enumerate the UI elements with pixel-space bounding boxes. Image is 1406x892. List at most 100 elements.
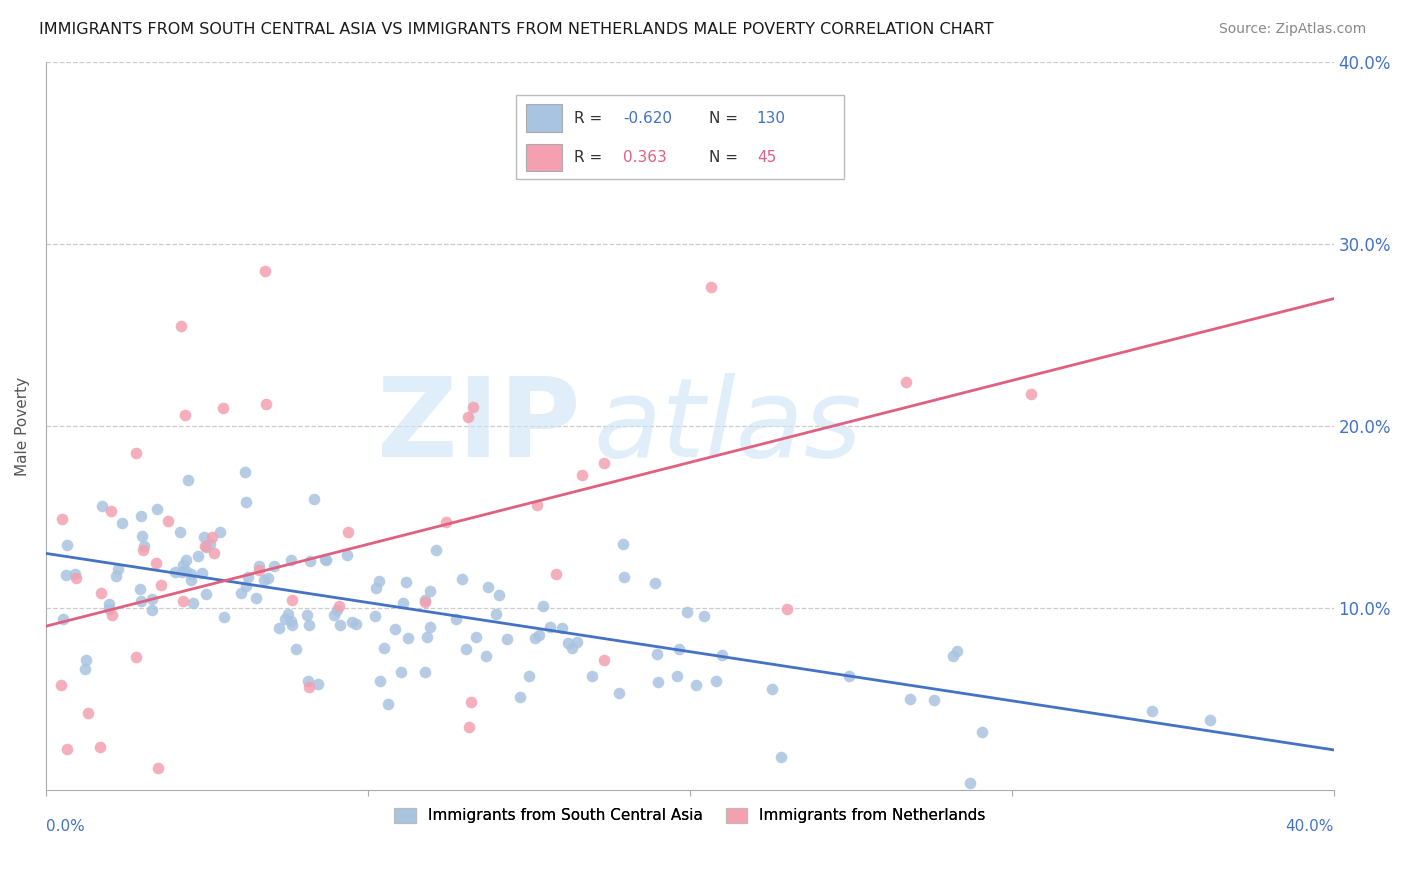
Point [304,492,326,507]
Point [90,585,112,599]
Point [193,530,215,544]
Text: ZIP: ZIP [377,373,581,480]
Point [675,606,697,620]
Point [946,644,969,658]
Point [145,502,167,516]
Point [100,504,122,518]
Point [51,512,73,526]
Point [557,636,579,650]
Text: IMMIGRANTS FROM SOUTH CENTRAL ASIA VS IMMIGRANTS FROM NETHERLANDS MALE POVERTY C: IMMIGRANTS FROM SOUTH CENTRAL ASIA VS IM… [39,22,994,37]
Point [607,686,630,700]
Text: N =: N = [709,150,742,165]
Point [485,607,508,621]
Point [922,692,945,706]
Point [533,599,555,613]
Point [194,587,217,601]
Point [315,552,337,566]
Point [460,695,482,709]
Point [972,724,994,739]
Point [645,647,668,661]
Point [191,566,214,581]
Point [344,617,367,632]
Point [434,515,457,529]
Text: -0.620: -0.620 [623,111,672,126]
Point [277,607,299,622]
Point [98,601,121,615]
Point [141,591,163,606]
Text: 0.363: 0.363 [623,150,666,165]
Point [685,678,707,692]
FancyBboxPatch shape [526,144,562,171]
Point [1021,387,1043,401]
Point [247,559,270,574]
Point [174,564,197,578]
Point [509,690,531,704]
Point [170,565,193,579]
Point [247,563,270,577]
Point [419,583,441,598]
Point [959,776,981,790]
Point [298,617,321,632]
Point [454,642,477,657]
Point [647,674,669,689]
Point [425,542,447,557]
Text: 130: 130 [756,111,786,126]
FancyBboxPatch shape [516,95,845,178]
Point [236,570,259,584]
Point [475,648,498,663]
Point [75,653,97,667]
Point [172,594,194,608]
Point [322,607,344,622]
Point [298,554,321,568]
Point [202,545,225,559]
Point [526,498,548,512]
Point [389,665,412,679]
Text: 0.0%: 0.0% [46,819,84,834]
Point [280,553,302,567]
Point [212,609,235,624]
Text: Source: ZipAtlas.com: Source: ZipAtlas.com [1219,22,1367,37]
Point [581,669,603,683]
Text: R =: R = [574,150,607,165]
Point [284,642,307,657]
Point [128,582,150,596]
Point [101,607,124,622]
Point [125,650,148,665]
Point [170,318,193,333]
Point [233,465,256,479]
Point [145,557,167,571]
Point [465,631,488,645]
Point [245,591,267,606]
Point [458,720,481,734]
Legend: Immigrants from South Central Asia, Immigrants from Netherlands: Immigrants from South Central Asia, Immi… [388,802,991,830]
Point [838,669,860,683]
Point [111,516,134,530]
Point [326,603,349,617]
Point [267,621,290,635]
Point [413,665,436,680]
Point [413,593,436,607]
Point [174,553,197,567]
Point [644,576,666,591]
Point [73,662,96,676]
Y-axis label: Male Poverty: Male Poverty [15,376,30,475]
Point [229,585,252,599]
Point [146,761,169,775]
Point [942,648,965,663]
Point [280,615,302,629]
Point [769,750,792,764]
Point [181,596,204,610]
Point [700,280,723,294]
Point [51,678,73,692]
Point [52,612,75,626]
Point [156,514,179,528]
Point [180,574,202,588]
Point [665,669,688,683]
Point [396,631,419,645]
Point [56,538,79,552]
Point [384,622,406,636]
Point [336,548,359,562]
Point [131,529,153,543]
Point [329,618,352,632]
Point [195,541,218,555]
